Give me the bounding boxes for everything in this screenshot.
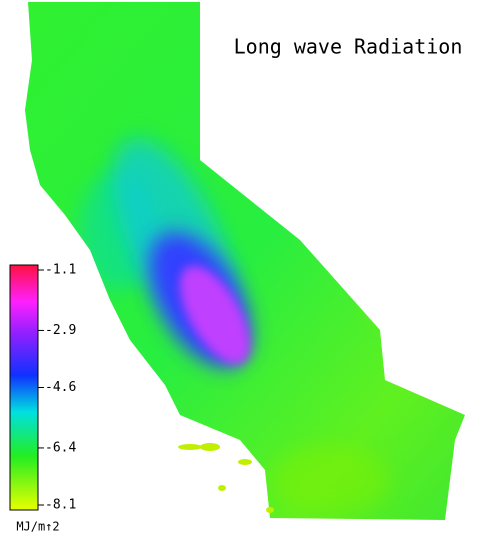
colorbar-tick-label: -6.4 xyxy=(45,440,76,455)
south-zone xyxy=(270,445,390,515)
california-map xyxy=(25,2,465,520)
colorbar-ticks: -1.1 -2.9 -4.6 -6.4 -8.1 xyxy=(38,263,76,513)
colorbar-unit: MJ/m↑2 xyxy=(16,520,59,534)
land xyxy=(25,2,465,520)
colorbar-tick-label: -8.1 xyxy=(45,498,76,513)
valley-core xyxy=(180,265,250,365)
islands xyxy=(178,443,274,513)
colorbar xyxy=(9,264,39,511)
colorbar-tick-label: -2.9 xyxy=(45,323,76,338)
colorbar-tick-label: -1.1 xyxy=(45,263,76,278)
desert-zone xyxy=(370,280,430,320)
map-title: Long wave Radiation xyxy=(234,35,463,59)
colorbar-tick-label: -4.6 xyxy=(45,380,76,395)
